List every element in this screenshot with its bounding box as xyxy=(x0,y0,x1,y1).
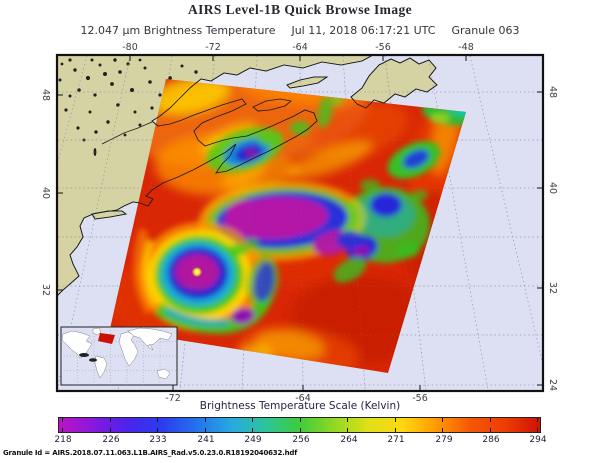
subtitle-granule: Granule 063 xyxy=(451,24,520,37)
lon-label-top: -64 xyxy=(292,42,308,53)
colorbar-tick xyxy=(299,428,301,432)
colorbar-tick xyxy=(252,428,253,432)
colorbar-tick xyxy=(442,428,443,432)
colorbar-label: 294 xyxy=(529,435,547,445)
colorbar-label: 256 xyxy=(292,435,310,445)
colorbar-title: Brightness Temperature Scale (Kelvin) xyxy=(199,400,401,412)
colorbar-tick xyxy=(204,418,206,422)
lon-label-top: -56 xyxy=(375,42,391,53)
lakes xyxy=(58,58,207,156)
lon-label-bottom: -56 xyxy=(412,393,428,404)
colorbar-label: 241 xyxy=(197,435,215,445)
subtitle-measurement: 12.047 μm Brightness Temperature xyxy=(80,24,276,37)
granule-id-text: Granule Id = AIRS.2018.07.11.063.L1B.AIR… xyxy=(3,449,298,457)
colorbar-tick xyxy=(157,418,158,422)
lat-label-left: 32 xyxy=(40,283,52,297)
hurricane-eye xyxy=(193,268,201,276)
lat-label-left: 48 xyxy=(40,88,52,102)
landmasses xyxy=(58,56,438,299)
colorbar-tick xyxy=(62,428,63,432)
colorbar-tick xyxy=(489,428,491,432)
lon-label-top: -80 xyxy=(122,42,138,53)
colorbar-tick xyxy=(299,418,301,422)
lon-label-bottom: -72 xyxy=(165,393,181,404)
colorbar-tick xyxy=(252,418,253,422)
colorbar-label: 279 xyxy=(435,435,453,445)
colorbar-label: 286 xyxy=(482,435,500,445)
colorbar-label: 218 xyxy=(54,435,72,445)
colorbar-tick xyxy=(537,418,538,422)
map-frame xyxy=(55,53,545,393)
colorbar-tick xyxy=(109,428,111,432)
colorbar-tick xyxy=(489,418,491,422)
page-title: AIRS Level-1B Quick Browse Image xyxy=(187,2,413,17)
colorbar-tick xyxy=(109,418,111,422)
colorbar-tick xyxy=(442,418,443,422)
lat-label-right: 48 xyxy=(547,85,559,99)
colorbar-label: 271 xyxy=(387,435,405,445)
lat-label-left: 40 xyxy=(40,186,52,200)
lon-label-top: -48 xyxy=(458,42,474,53)
colorbar-label: 233 xyxy=(149,435,167,445)
inset-world-map xyxy=(60,326,178,386)
map-canvas xyxy=(55,53,545,393)
frame-ticks xyxy=(58,56,542,390)
inset-caribbean-marks xyxy=(79,353,97,362)
colorbar-tick xyxy=(394,428,396,432)
lon-label-top: -72 xyxy=(205,42,221,53)
colorbar-tick xyxy=(157,428,158,432)
colorbar-label: 264 xyxy=(340,435,358,445)
colorbar-tick xyxy=(204,428,206,432)
inset-granule-marker xyxy=(98,333,115,344)
st-lawrence-river xyxy=(101,121,153,145)
colorbar-tick xyxy=(537,428,538,432)
colorbar xyxy=(58,417,541,433)
colorbar-label: 249 xyxy=(244,435,262,445)
colorbar-tick xyxy=(394,418,396,422)
lat-label-right: 40 xyxy=(547,181,559,195)
colorbar-tick xyxy=(347,418,348,422)
lat-label-right: 32 xyxy=(547,281,559,295)
colorbar-tick xyxy=(347,428,348,432)
subtitle-row: 12.047 μm Brightness Temperature Jul 11,… xyxy=(0,24,600,37)
subtitle-timestamp: Jul 11, 2018 06:17:21 UTC xyxy=(291,24,436,37)
lat-label-right: 24 xyxy=(547,378,559,392)
lon-label-bottom: -64 xyxy=(295,393,311,404)
colorbar-tick xyxy=(62,418,63,422)
colorbar-label: 226 xyxy=(102,435,120,445)
